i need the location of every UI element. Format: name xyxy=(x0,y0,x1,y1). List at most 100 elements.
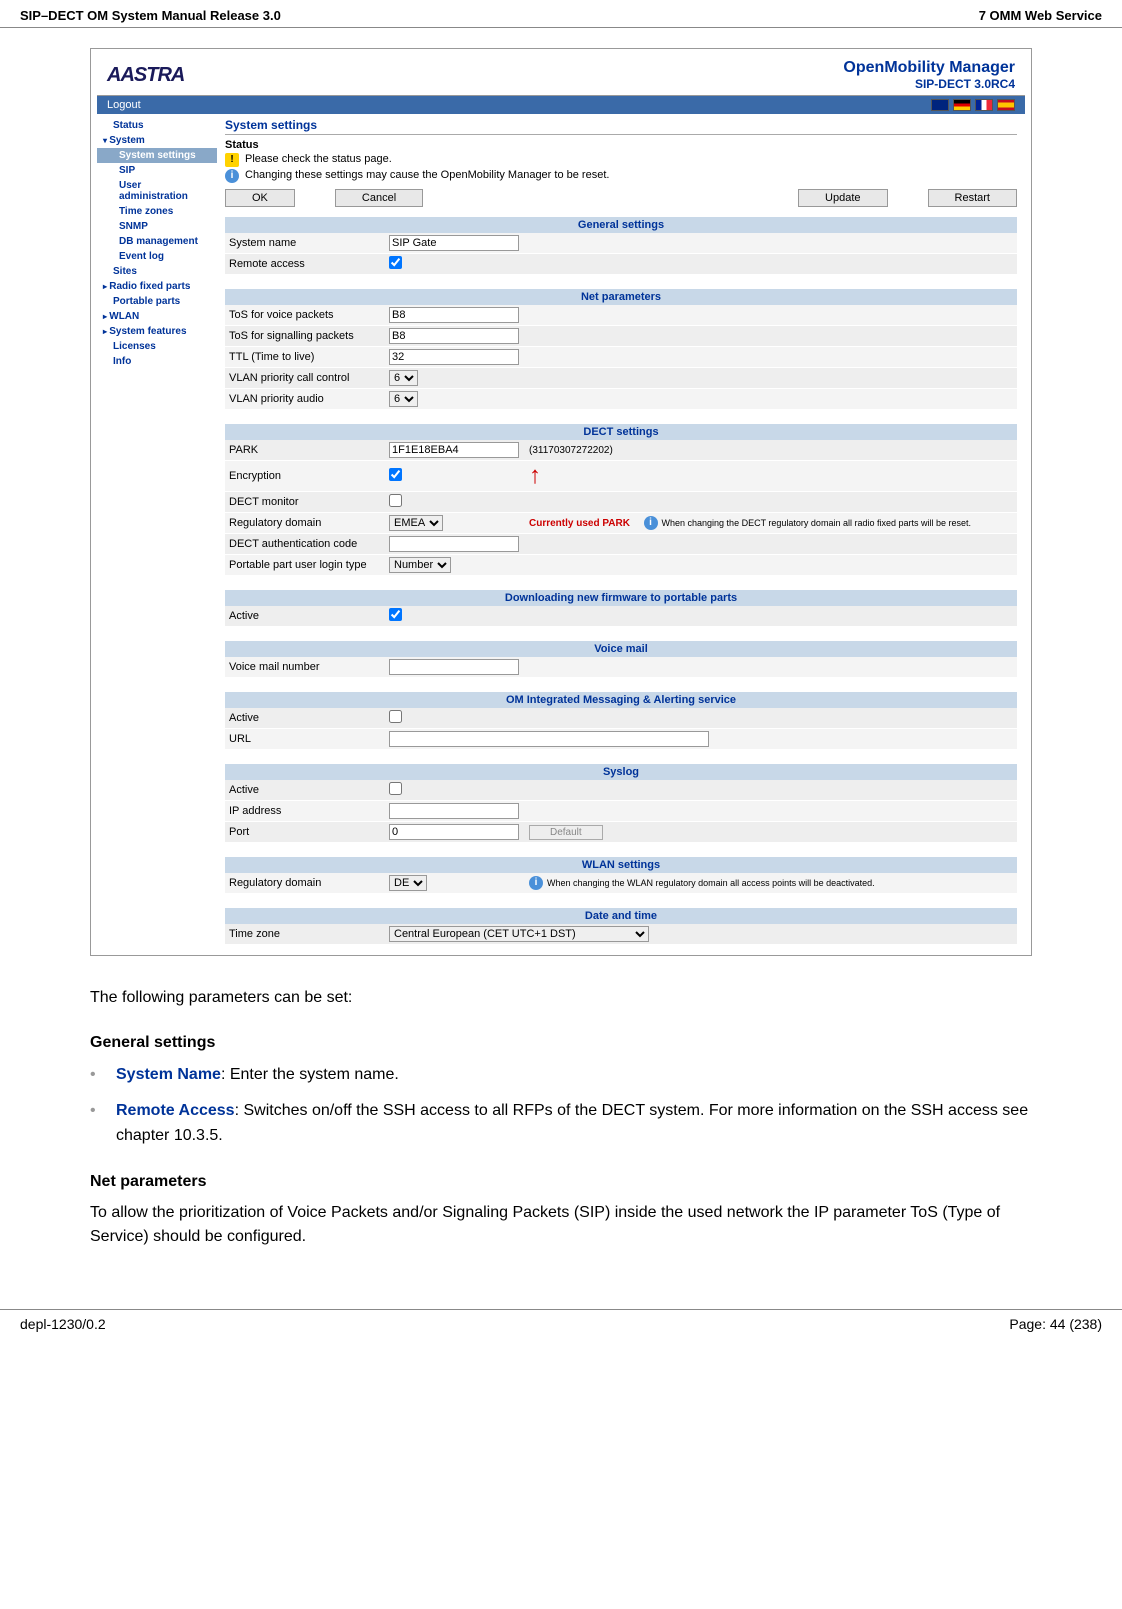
checkbox-fw-active[interactable] xyxy=(389,608,402,621)
input-tos-sig[interactable] xyxy=(389,328,519,344)
status-warn-text: Please check the status page. xyxy=(245,153,392,165)
header-left: SIP–DECT OM System Manual Release 3.0 xyxy=(20,8,281,23)
label-ima-active: Active xyxy=(229,712,389,724)
checkbox-syslog-active[interactable] xyxy=(389,782,402,795)
doc-text-net: To allow the prioritization of Voice Pac… xyxy=(90,1201,1032,1249)
main-panel: System settings Status !Please check the… xyxy=(217,114,1025,949)
screenshot: AASTRA OpenMobility Manager SIP-DECT 3.0… xyxy=(90,48,1032,956)
restart-button[interactable]: Restart xyxy=(928,189,1017,207)
sidebar-item-system-settings[interactable]: System settings xyxy=(97,148,217,163)
checkbox-encryption[interactable] xyxy=(389,468,402,481)
section-wlan: WLAN settings xyxy=(225,857,1017,873)
page-footer: depl-1230/0.2 Page: 44 (238) xyxy=(0,1309,1122,1344)
list-item: Remote Access: Switches on/off the SSH a… xyxy=(90,1098,1032,1149)
sidebar-item-snmp[interactable]: SNMP xyxy=(97,219,217,234)
wlan-reg-note: When changing the WLAN regulatory domain… xyxy=(547,878,875,888)
ok-button[interactable]: OK xyxy=(225,189,295,207)
input-vm-number[interactable] xyxy=(389,659,519,675)
sidebar-item-sip[interactable]: SIP xyxy=(97,163,217,178)
input-park[interactable] xyxy=(389,442,519,458)
status-info-text: Changing these settings may cause the Op… xyxy=(245,169,609,181)
sidebar-item-licenses[interactable]: Licenses xyxy=(97,339,217,354)
label-ttl: TTL (Time to live) xyxy=(229,351,389,363)
header-right: 7 OMM Web Service xyxy=(979,8,1102,23)
label-timezone: Time zone xyxy=(229,928,389,940)
annotation-park: Currently used PARK xyxy=(529,518,630,529)
label-dect-monitor: DECT monitor xyxy=(229,496,389,508)
warning-icon: ! xyxy=(225,153,239,167)
annotation-arrow-icon: ↑ xyxy=(529,462,541,490)
default-button[interactable]: Default xyxy=(529,825,603,840)
input-ttl[interactable] xyxy=(389,349,519,365)
doc-heading-general: General settings xyxy=(90,1034,1032,1052)
label-park: PARK xyxy=(229,444,389,456)
section-dect: DECT settings xyxy=(225,424,1017,440)
section-syslog: Syslog xyxy=(225,764,1017,780)
sidebar-item-event-log[interactable]: Event log xyxy=(97,249,217,264)
label-vm-number: Voice mail number xyxy=(229,661,389,673)
section-ima: OM Integrated Messaging & Alerting servi… xyxy=(225,692,1017,708)
flag-uk[interactable] xyxy=(931,99,949,111)
topbar: Logout xyxy=(97,96,1025,114)
sidebar-item-sites[interactable]: Sites xyxy=(97,264,217,279)
label-fw-active: Active xyxy=(229,610,389,622)
app-header: AASTRA OpenMobility Manager SIP-DECT 3.0… xyxy=(97,55,1025,96)
update-button[interactable]: Update xyxy=(798,189,887,207)
label-ima-url: URL xyxy=(229,733,389,745)
sidebar-item-time-zones[interactable]: Time zones xyxy=(97,204,217,219)
sidebar-item-user-admin[interactable]: User administration xyxy=(97,178,217,204)
sidebar-item-portable-parts[interactable]: Portable parts xyxy=(97,294,217,309)
label-remote-access: Remote access xyxy=(229,258,389,270)
label-syslog-port: Port xyxy=(229,826,389,838)
sidebar-item-system-features[interactable]: System features xyxy=(97,324,217,339)
sidebar-item-info[interactable]: Info xyxy=(97,354,217,369)
input-syslog-ip[interactable] xyxy=(389,803,519,819)
sidebar-item-wlan[interactable]: WLAN xyxy=(97,309,217,324)
sidebar-item-radio-fixed-parts[interactable]: Radio fixed parts xyxy=(97,279,217,294)
flag-fr[interactable] xyxy=(975,99,993,111)
section-net: Net parameters xyxy=(225,289,1017,305)
select-wlan-reg[interactable]: DE xyxy=(389,875,427,891)
select-timezone[interactable]: Central European (CET UTC+1 DST) xyxy=(389,926,649,942)
app-title: OpenMobility Manager SIP-DECT 3.0RC4 xyxy=(843,59,1015,91)
list-item: System Name: Enter the system name. xyxy=(90,1062,1032,1088)
label-auth-code: DECT authentication code xyxy=(229,538,389,550)
sidebar: Status System System settings SIP User a… xyxy=(97,114,217,949)
input-auth-code[interactable] xyxy=(389,536,519,552)
info-icon: i xyxy=(225,169,239,183)
footer-left: depl-1230/0.2 xyxy=(20,1316,106,1332)
label-system-name: System name xyxy=(229,237,389,249)
sidebar-item-system[interactable]: System xyxy=(97,133,217,148)
select-login-type[interactable]: Number xyxy=(389,557,451,573)
footer-right: Page: 44 (238) xyxy=(1009,1316,1102,1332)
checkbox-dect-monitor[interactable] xyxy=(389,494,402,507)
label-wlan-reg: Regulatory domain xyxy=(229,877,389,889)
checkbox-remote-access[interactable] xyxy=(389,256,402,269)
select-vlan-audio[interactable]: 6 xyxy=(389,391,418,407)
label-tos-sig: ToS for signalling packets xyxy=(229,330,389,342)
info-icon: i xyxy=(529,876,543,890)
sidebar-item-db-management[interactable]: DB management xyxy=(97,234,217,249)
doc-intro: The following parameters can be set: xyxy=(90,986,1032,1010)
sidebar-item-status[interactable]: Status xyxy=(97,118,217,133)
select-vlan-call[interactable]: 6 xyxy=(389,370,418,386)
label-encryption: Encryption xyxy=(229,470,389,482)
input-ima-url[interactable] xyxy=(389,731,709,747)
checkbox-ima-active[interactable] xyxy=(389,710,402,723)
section-general: General settings xyxy=(225,217,1017,233)
flag-de[interactable] xyxy=(953,99,971,111)
flag-es[interactable] xyxy=(997,99,1015,111)
language-flags xyxy=(931,99,1015,111)
doc-heading-net: Net parameters xyxy=(90,1173,1032,1191)
label-reg-domain: Regulatory domain xyxy=(229,517,389,529)
input-syslog-port[interactable] xyxy=(389,824,519,840)
label-login-type: Portable part user login type xyxy=(229,559,389,571)
label-vlan-call: VLAN priority call control xyxy=(229,372,389,384)
select-reg-domain[interactable]: EMEA xyxy=(389,515,443,531)
doc-list-general: System Name: Enter the system name. Remo… xyxy=(90,1062,1032,1149)
input-tos-voice[interactable] xyxy=(389,307,519,323)
input-system-name[interactable] xyxy=(389,235,519,251)
page-header: SIP–DECT OM System Manual Release 3.0 7 … xyxy=(0,0,1122,28)
logout-link[interactable]: Logout xyxy=(107,99,141,111)
cancel-button[interactable]: Cancel xyxy=(335,189,423,207)
